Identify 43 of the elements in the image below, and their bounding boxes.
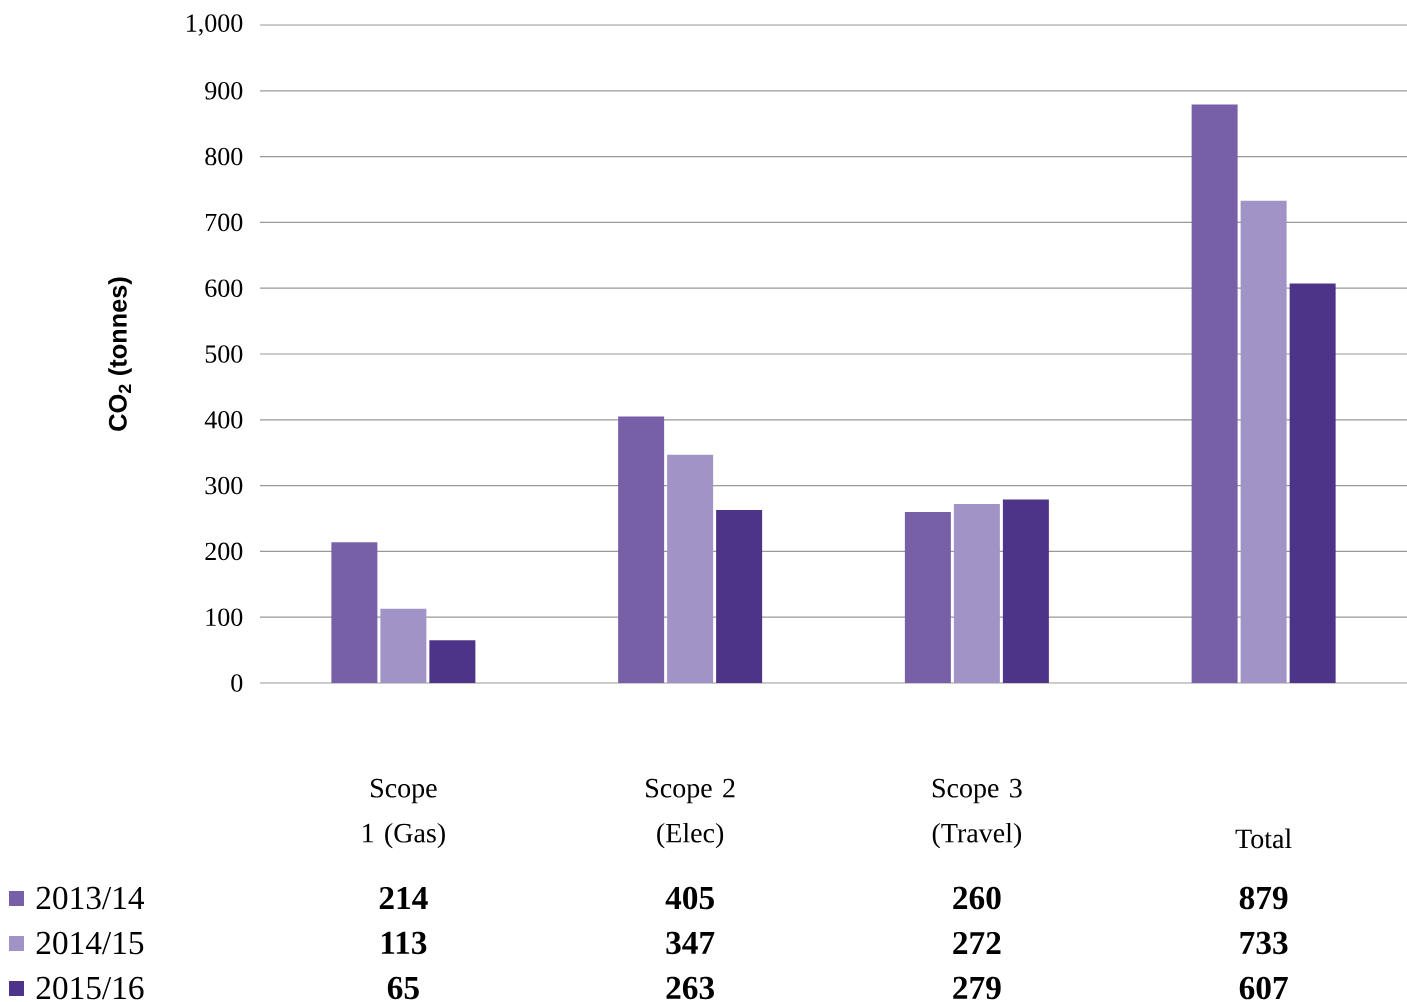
- y-tick-label: 300: [205, 476, 243, 495]
- data-label: 879: [1239, 886, 1288, 910]
- bar: [618, 416, 665, 683]
- x-tick-label: Scope 3 (Travel): [932, 778, 1022, 849]
- data-label: 607: [1239, 976, 1288, 1000]
- y-tick-label: 400: [204, 411, 243, 429]
- x-tick-label: Scope 2 (Elec): [646, 778, 735, 849]
- bar: [1002, 499, 1049, 683]
- y-tick-label: 600: [205, 279, 243, 297]
- y-tick-label: 700: [206, 213, 243, 232]
- bar: [904, 511, 951, 683]
- bar: [429, 640, 476, 683]
- data-label: 733: [1240, 931, 1288, 955]
- data-label: 214: [379, 886, 428, 910]
- y-tick-label: 100: [206, 608, 243, 626]
- x-tick-label: Scope 1 (Gas): [363, 778, 445, 849]
- data-label: 263: [666, 976, 714, 1000]
- data-label: 272: [953, 931, 1001, 955]
- data-label: 65: [387, 976, 419, 1000]
- data-label: 113: [381, 931, 427, 955]
- bar: [380, 608, 427, 683]
- bar: [1191, 104, 1238, 683]
- y-axis-title: CO$_{2}$ (tonnes): [108, 277, 132, 431]
- legend-label: 2014/15: [36, 931, 144, 955]
- bar: [1240, 200, 1287, 683]
- legend-label: 2013/14: [36, 886, 145, 910]
- data-label: 279: [953, 976, 1001, 1000]
- data-label: 260: [953, 886, 1001, 910]
- y-tick-label: 1,000: [187, 14, 243, 36]
- y-tick-label: 900: [205, 82, 243, 100]
- y-tick-label: 0: [231, 674, 243, 692]
- y-tick-label: 800: [205, 147, 243, 166]
- bar: [667, 454, 714, 683]
- bar: [331, 542, 378, 683]
- x-tick-label: Total: [1235, 828, 1292, 849]
- y-tick-label: 500: [205, 345, 243, 363]
- bar: [716, 509, 763, 683]
- bar: [953, 504, 1000, 683]
- data-label: 405: [665, 886, 714, 910]
- legend-label: 2015/16: [36, 976, 144, 1000]
- y-tick-label: 200: [205, 542, 243, 561]
- bar: [1289, 283, 1336, 683]
- data-label: 347: [666, 931, 715, 955]
